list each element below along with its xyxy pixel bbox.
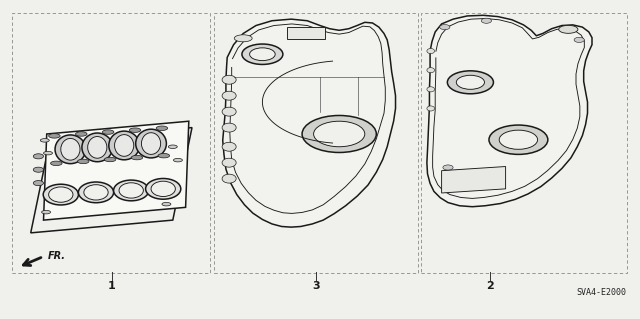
Circle shape bbox=[250, 48, 275, 61]
Circle shape bbox=[242, 44, 283, 64]
Circle shape bbox=[574, 37, 584, 42]
Ellipse shape bbox=[115, 135, 134, 156]
Ellipse shape bbox=[33, 181, 44, 186]
Ellipse shape bbox=[427, 48, 435, 54]
Circle shape bbox=[314, 121, 365, 147]
Text: FR.: FR. bbox=[48, 251, 66, 262]
Polygon shape bbox=[427, 15, 592, 207]
Text: SVA4-E2000: SVA4-E2000 bbox=[576, 288, 626, 297]
Ellipse shape bbox=[151, 181, 175, 197]
Ellipse shape bbox=[42, 211, 51, 214]
Circle shape bbox=[456, 75, 484, 89]
Ellipse shape bbox=[114, 180, 148, 201]
Ellipse shape bbox=[88, 137, 107, 158]
Ellipse shape bbox=[49, 187, 73, 202]
Ellipse shape bbox=[82, 133, 113, 162]
Ellipse shape bbox=[156, 126, 168, 130]
Ellipse shape bbox=[146, 179, 180, 199]
Ellipse shape bbox=[173, 159, 182, 162]
Ellipse shape bbox=[40, 138, 49, 142]
Ellipse shape bbox=[168, 145, 177, 149]
Ellipse shape bbox=[33, 167, 44, 172]
Ellipse shape bbox=[104, 157, 116, 162]
Ellipse shape bbox=[222, 174, 236, 183]
Ellipse shape bbox=[79, 182, 114, 203]
Ellipse shape bbox=[427, 106, 435, 111]
Text: 3: 3 bbox=[312, 281, 320, 291]
Ellipse shape bbox=[44, 152, 52, 155]
Ellipse shape bbox=[427, 87, 435, 92]
Circle shape bbox=[443, 165, 453, 170]
Text: 1: 1 bbox=[108, 281, 116, 291]
Ellipse shape bbox=[427, 68, 435, 73]
Polygon shape bbox=[442, 167, 506, 193]
Ellipse shape bbox=[109, 131, 140, 160]
Ellipse shape bbox=[158, 153, 170, 158]
Ellipse shape bbox=[77, 159, 89, 164]
Circle shape bbox=[489, 125, 548, 154]
Ellipse shape bbox=[51, 161, 62, 166]
Ellipse shape bbox=[43, 184, 79, 205]
Ellipse shape bbox=[162, 203, 171, 206]
Ellipse shape bbox=[222, 158, 236, 167]
Ellipse shape bbox=[559, 26, 578, 33]
Ellipse shape bbox=[61, 138, 80, 160]
Ellipse shape bbox=[222, 142, 236, 151]
Ellipse shape bbox=[129, 128, 141, 132]
Circle shape bbox=[447, 71, 493, 94]
Polygon shape bbox=[44, 121, 189, 220]
FancyBboxPatch shape bbox=[287, 27, 325, 39]
Ellipse shape bbox=[222, 75, 236, 84]
Circle shape bbox=[302, 115, 376, 152]
Ellipse shape bbox=[222, 107, 236, 116]
Ellipse shape bbox=[76, 132, 87, 136]
Ellipse shape bbox=[136, 129, 166, 158]
Circle shape bbox=[440, 25, 450, 30]
Ellipse shape bbox=[119, 183, 143, 198]
Ellipse shape bbox=[49, 134, 60, 138]
Ellipse shape bbox=[55, 135, 86, 164]
Ellipse shape bbox=[222, 91, 236, 100]
Polygon shape bbox=[223, 19, 396, 227]
Ellipse shape bbox=[222, 123, 236, 132]
Ellipse shape bbox=[131, 155, 143, 160]
Circle shape bbox=[481, 18, 492, 23]
Ellipse shape bbox=[33, 154, 44, 159]
Ellipse shape bbox=[141, 133, 161, 154]
Ellipse shape bbox=[234, 35, 252, 42]
Ellipse shape bbox=[102, 130, 114, 134]
Text: 2: 2 bbox=[486, 281, 493, 291]
Ellipse shape bbox=[84, 185, 108, 200]
Circle shape bbox=[499, 130, 538, 149]
